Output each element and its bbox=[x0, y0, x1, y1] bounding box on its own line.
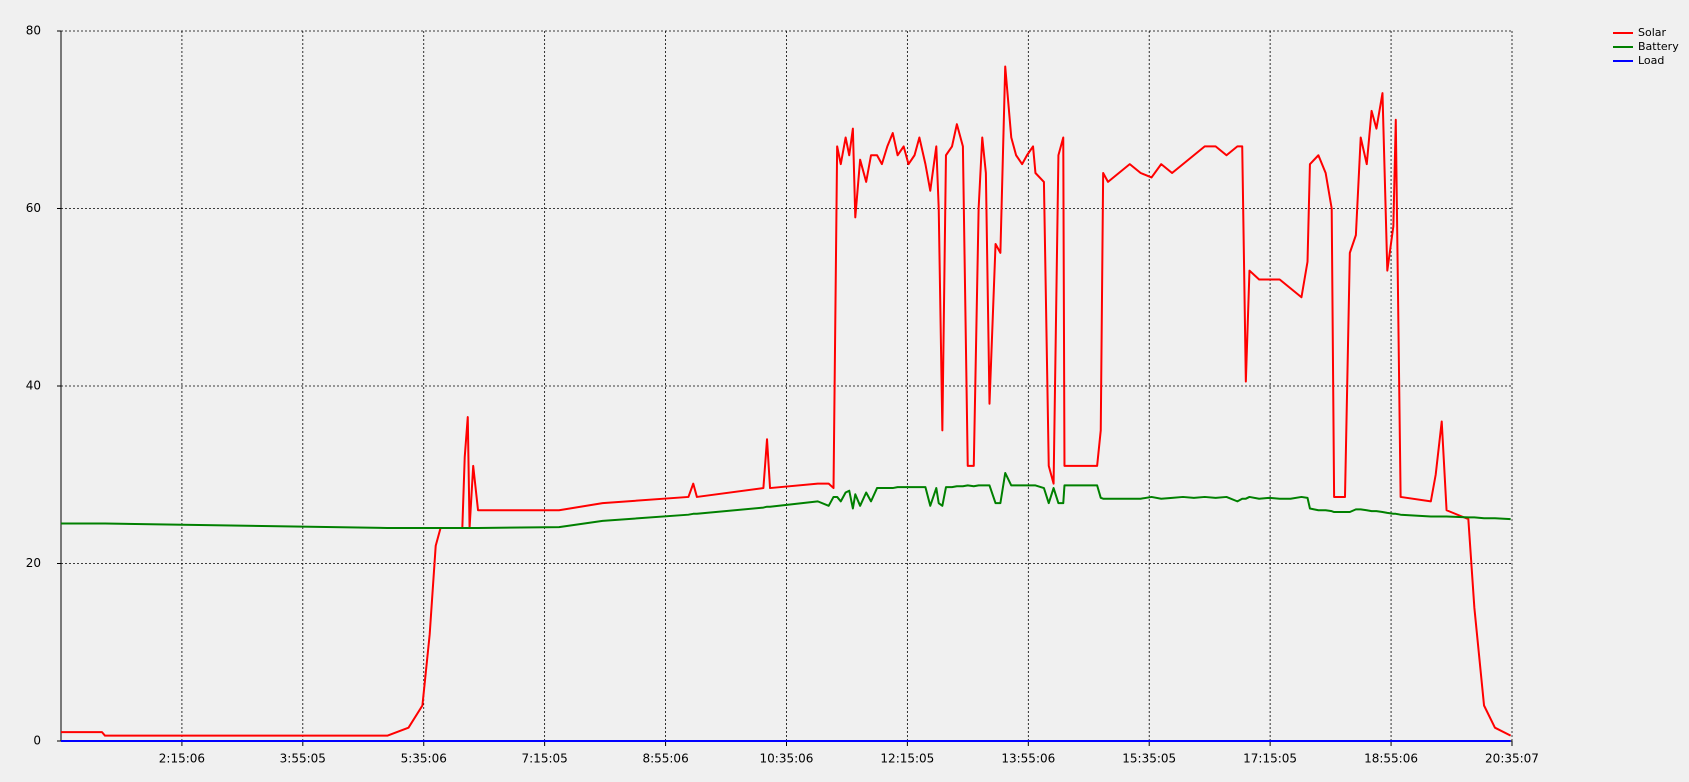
series-line bbox=[61, 471, 1511, 529]
x-tick-label: 15:35:05 bbox=[1122, 752, 1176, 766]
y-tick-label: 20 bbox=[26, 556, 41, 570]
x-tick-label: 7:15:05 bbox=[522, 752, 568, 766]
y-tick-label: 60 bbox=[26, 201, 41, 215]
x-tick-label: 17:15:05 bbox=[1243, 752, 1297, 766]
x-tick-label: 13:55:06 bbox=[1001, 752, 1055, 766]
y-tick-label: 0 bbox=[33, 734, 41, 748]
legend-label: Solar bbox=[1638, 26, 1667, 39]
series-line bbox=[61, 65, 1512, 737]
x-tick-label: 8:55:06 bbox=[642, 752, 688, 766]
legend-label: Battery bbox=[1638, 40, 1679, 53]
legend-label: Load bbox=[1638, 54, 1664, 67]
x-tick-label: 20:35:07 bbox=[1485, 752, 1539, 766]
y-tick-label: 80 bbox=[26, 24, 41, 38]
x-tick-label: 18:55:06 bbox=[1364, 752, 1418, 766]
x-tick-label: 2:15:06 bbox=[159, 752, 205, 766]
x-tick-label: 10:35:06 bbox=[760, 752, 814, 766]
x-tick-label: 12:15:05 bbox=[880, 752, 934, 766]
x-tick-label: 5:35:06 bbox=[401, 752, 447, 766]
y-tick-label: 40 bbox=[26, 379, 41, 393]
x-tick-label: 3:55:05 bbox=[280, 752, 326, 766]
